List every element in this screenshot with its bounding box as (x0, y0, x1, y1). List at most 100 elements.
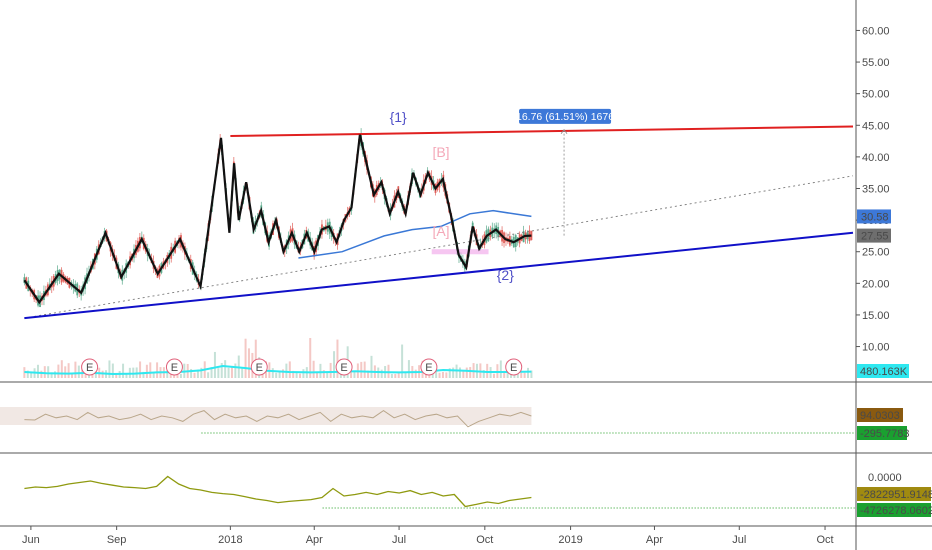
volume-bar (234, 363, 237, 378)
volume-bar (71, 372, 74, 378)
volume-bar (333, 351, 336, 378)
volume-bar (285, 363, 288, 378)
resistance-line (230, 125, 854, 138)
volume-bar (407, 360, 410, 378)
moving-average-line (298, 209, 532, 259)
measure-arrowhead (560, 129, 568, 134)
volume-bar (115, 373, 118, 378)
volume-bar (166, 370, 169, 378)
price-pane: 16.76 (61.51%) 1676 {1} {2} [B] [A] (23, 108, 854, 320)
oscillator-1-band (0, 407, 532, 425)
earnings-marker-label: E (340, 362, 347, 374)
x-tick-label: Sep (107, 534, 127, 546)
earnings-marker-label: E (425, 362, 432, 374)
volume-bar (445, 372, 448, 378)
volume-bar (319, 363, 322, 378)
volume-bar (448, 368, 451, 378)
volume-bar (452, 367, 455, 378)
volume-moving-average (24, 364, 532, 376)
volume-bar (271, 368, 274, 378)
wave-label: [A] (432, 223, 449, 239)
earnings-marker (250, 358, 268, 376)
oscillator-1-line (24, 409, 532, 428)
volume-bar (125, 373, 128, 378)
volume-bar (230, 366, 233, 378)
wave-label: {1} (390, 109, 407, 125)
axes: 10.0015.0020.0025.0030.0035.0040.0045.00… (22, 25, 932, 546)
volume-bar (465, 367, 468, 378)
volume-bar (210, 367, 213, 378)
volume-bar (282, 369, 285, 378)
volume-bar (302, 369, 305, 378)
volume-bar (360, 361, 363, 378)
volume-bar (40, 370, 43, 378)
oscillator-1-badge-label: -295.7783 (860, 428, 910, 440)
volume-bar (299, 373, 302, 378)
y-tick-label: 55.00 (862, 57, 890, 69)
x-tick-label: Jul (732, 534, 746, 546)
volume-bar (520, 372, 523, 378)
oscillator-1-badge-label: 94.0303 (860, 410, 900, 422)
volume-bar (60, 360, 63, 378)
x-tick-label: Apr (306, 534, 323, 546)
y-tick-label: 35.00 (862, 184, 890, 196)
volume-bar (295, 372, 298, 378)
price-badge-label: 30.58 (861, 211, 889, 223)
volume-bar (288, 361, 291, 378)
oscillator-2-line (24, 475, 532, 508)
volume-bar (458, 367, 461, 378)
volume-bar (394, 373, 397, 378)
earnings-marker (81, 358, 99, 376)
volume-badge (857, 364, 909, 378)
measure-label: 16.76 (61.51%) 1676 (516, 111, 614, 123)
volume-bar (169, 372, 172, 378)
volume-bar (53, 371, 56, 378)
oscillator-2-badge (857, 487, 931, 501)
volume-bar (43, 366, 46, 378)
volume-bar (363, 361, 366, 378)
candle-body (23, 277, 26, 284)
measure-label-box (519, 108, 612, 124)
volume-bar (523, 372, 526, 378)
volume-bar (309, 338, 312, 378)
earnings-marker (335, 358, 353, 376)
volume-bar (390, 373, 393, 378)
volume-bar (142, 371, 145, 378)
volume-bar (278, 370, 281, 378)
volume-bar (462, 370, 465, 378)
volume-bar (220, 362, 223, 378)
volume-bar (254, 339, 257, 378)
wave-label: [B] (432, 144, 449, 160)
volume-bar (77, 365, 80, 378)
volume-bar (370, 355, 373, 378)
volume-bar (397, 372, 400, 378)
volume-bar (26, 370, 29, 378)
volume-bar (353, 372, 356, 378)
earnings-marker (505, 358, 523, 376)
y-tick-label: 45.00 (862, 120, 890, 132)
volume-bar (152, 372, 155, 378)
earnings-marker-label: E (256, 362, 263, 374)
volume-bar (316, 372, 319, 378)
earnings-marker-label: E (510, 362, 517, 374)
y-tick-label: 40.00 (862, 152, 890, 164)
volume-bar (74, 361, 77, 378)
oscillator-2-badge-label: -4726278.0602 (860, 505, 932, 517)
volume-bar (322, 370, 325, 378)
volume-bar (227, 367, 230, 378)
volume-bar (401, 344, 404, 378)
volume-bar (326, 371, 329, 378)
volume-bar (50, 372, 53, 378)
volume-bar (499, 360, 502, 378)
price-badge (857, 209, 891, 224)
dotted-trendline (24, 175, 854, 319)
volume-bar (486, 363, 489, 378)
earnings-marker (420, 358, 438, 376)
volume-bar (414, 369, 417, 378)
wave-a-zone (431, 249, 489, 255)
volume-bar (122, 363, 125, 378)
x-tick-label: 2018 (218, 534, 242, 546)
volume-bar (139, 361, 142, 378)
x-tick-label: Jun (22, 534, 40, 546)
